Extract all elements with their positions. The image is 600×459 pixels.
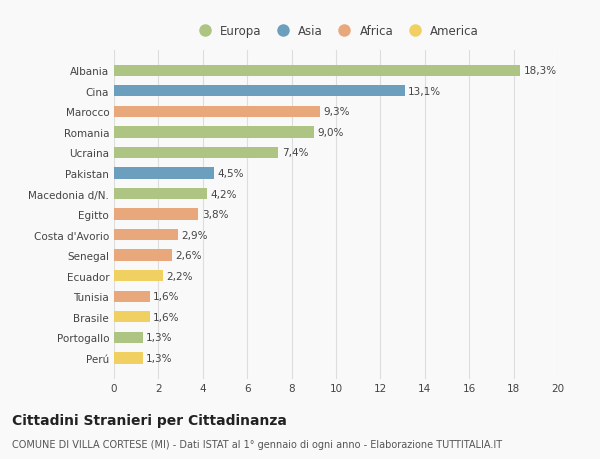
Bar: [114, 106, 320, 118]
Bar: [114, 189, 207, 200]
Legend: Europa, Asia, Africa, America: Europa, Asia, Africa, America: [188, 20, 484, 43]
Text: 13,1%: 13,1%: [408, 87, 441, 96]
Bar: [114, 353, 143, 364]
Bar: [114, 65, 520, 77]
Text: 2,6%: 2,6%: [175, 251, 202, 261]
Text: 7,4%: 7,4%: [281, 148, 308, 158]
Text: COMUNE DI VILLA CORTESE (MI) - Dati ISTAT al 1° gennaio di ogni anno - Elaborazi: COMUNE DI VILLA CORTESE (MI) - Dati ISTA…: [12, 440, 502, 449]
Text: 4,2%: 4,2%: [211, 189, 237, 199]
Bar: [114, 168, 214, 179]
Bar: [114, 270, 163, 282]
Text: 4,5%: 4,5%: [217, 168, 244, 179]
Text: 9,0%: 9,0%: [317, 128, 344, 138]
Bar: [114, 127, 314, 138]
Bar: [114, 332, 143, 343]
Bar: [114, 147, 278, 159]
Bar: [114, 209, 199, 220]
Text: 2,2%: 2,2%: [166, 271, 193, 281]
Text: 1,6%: 1,6%: [153, 291, 179, 302]
Bar: [114, 291, 149, 302]
Text: Cittadini Stranieri per Cittadinanza: Cittadini Stranieri per Cittadinanza: [12, 414, 287, 428]
Text: 1,3%: 1,3%: [146, 333, 173, 342]
Text: 18,3%: 18,3%: [524, 66, 557, 76]
Bar: [114, 230, 178, 241]
Bar: [114, 250, 172, 261]
Text: 9,3%: 9,3%: [324, 107, 350, 117]
Text: 3,8%: 3,8%: [202, 210, 228, 219]
Bar: [114, 86, 405, 97]
Text: 1,3%: 1,3%: [146, 353, 173, 363]
Bar: [114, 312, 149, 323]
Text: 1,6%: 1,6%: [153, 312, 179, 322]
Text: 2,9%: 2,9%: [182, 230, 208, 240]
